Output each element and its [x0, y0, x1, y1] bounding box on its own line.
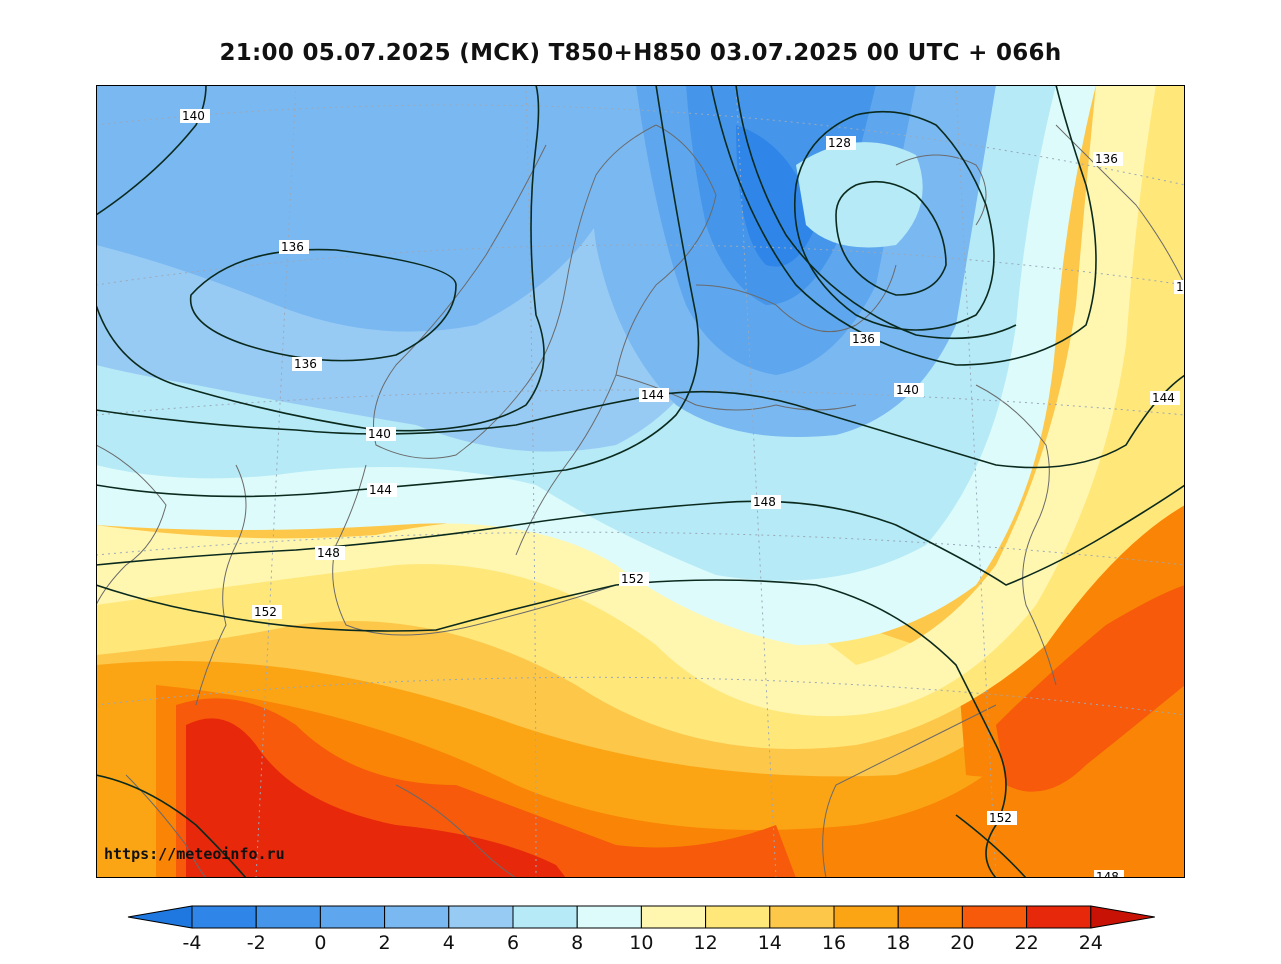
colorbar-tick-label: 8 — [571, 932, 583, 954]
contour-label-152: 152 — [621, 572, 644, 586]
label-bg — [1094, 870, 1124, 878]
temp-band-2-4-west — [96, 85, 656, 332]
colorbar-tick-label: 16 — [822, 932, 846, 954]
contour-label-140: 140 — [368, 427, 391, 441]
source-watermark: https://meteoinfo.ru — [104, 845, 285, 863]
colorbar-tick-label: 20 — [950, 932, 974, 954]
colorbar-segment — [640, 905, 707, 929]
temp-band-22-24 — [186, 718, 566, 878]
colorbar-tick-label: 6 — [507, 932, 519, 954]
label-bg — [367, 483, 397, 497]
contour-label-140: 140 — [182, 109, 205, 123]
label-bg — [1174, 280, 1185, 294]
contour-labels: 140 136 136 140 144 148 152 128 136 136 … — [180, 109, 1185, 878]
colorbar-segment — [255, 905, 321, 929]
colorbar-segment — [897, 905, 963, 929]
colorbar-segment — [705, 905, 771, 929]
contour-label-136: 136 — [1095, 152, 1118, 166]
colorbar-svg: -4 -2 0 2 4 6 8 10 12 14 16 18 20 22 24 — [127, 905, 1155, 954]
colorbar-segment — [769, 905, 835, 929]
label-bg — [1150, 391, 1180, 405]
label-bg — [850, 332, 880, 346]
contour-label-140: 140 — [896, 383, 919, 397]
label-bg — [619, 572, 649, 586]
colorbar-segment — [512, 905, 578, 929]
colorbar: -4 -2 0 2 4 6 8 10 12 14 16 18 20 22 24 — [0, 900, 1281, 960]
label-bg — [826, 136, 856, 150]
contour-label-148: 148 — [753, 495, 776, 509]
weather-map: 140 136 136 140 144 148 152 128 136 136 … — [96, 85, 1185, 878]
colorbar-tick-label: 2 — [379, 932, 391, 954]
colorbar-extend-high — [1090, 905, 1155, 929]
temp-band-east-20-22 — [996, 585, 1185, 792]
temp-band-low-centre — [796, 142, 923, 248]
map-title: 21:00 05.07.2025 (МСК) T850+H850 03.07.2… — [219, 40, 1062, 66]
contour-label-148: 148 — [317, 546, 340, 560]
label-bg — [751, 495, 781, 509]
coastlines — [96, 124, 1185, 878]
map-frame: 140 136 136 140 144 148 152 128 136 136 … — [96, 85, 1185, 878]
contour-label-148: 148 — [1096, 870, 1119, 878]
colorbar-tick-label: 4 — [443, 932, 455, 954]
temp-band-minus4-minus2 — [736, 125, 816, 267]
colorbar-tick-label: 10 — [629, 932, 653, 954]
contour-label-144: 144 — [1152, 391, 1175, 405]
label-bg — [366, 427, 396, 441]
contour-label-152: 152 — [989, 811, 1012, 825]
label-bg — [279, 240, 309, 254]
label-bg — [292, 357, 322, 371]
colorbar-extend-low — [127, 905, 193, 929]
colorbar-tick-label: -2 — [247, 932, 266, 954]
contour-label-136: 136 — [294, 357, 317, 371]
label-bg — [1093, 152, 1123, 166]
colorbar-segment — [319, 905, 386, 929]
contour-label-136: 136 — [281, 240, 304, 254]
temp-band-12-14 — [96, 85, 1185, 749]
temp-band-10-12 — [96, 85, 1156, 717]
label-bg — [180, 109, 210, 123]
colorbar-tick-label: 0 — [314, 932, 326, 954]
geopotential-contours — [96, 85, 1185, 878]
contour-label-128: 128 — [828, 136, 851, 150]
contour-label-1: 1 — [1176, 280, 1184, 294]
colorbar-tick-label: 14 — [758, 932, 782, 954]
graticule — [96, 85, 1185, 878]
colorbar-tick-label: 24 — [1079, 932, 1103, 954]
contour-label-144: 144 — [641, 388, 664, 402]
colorbar-tick-label: -4 — [183, 932, 202, 954]
colorbar-segment — [448, 905, 514, 929]
label-bg — [987, 811, 1017, 825]
label-bg — [639, 388, 669, 402]
label-bg — [315, 546, 345, 560]
colorbar-segment — [576, 905, 642, 929]
label-bg — [252, 605, 282, 619]
label-bg — [894, 383, 924, 397]
colorbar-segment — [1026, 905, 1092, 929]
colorbar-tick-label: 12 — [694, 932, 718, 954]
colorbar-tick-label: 22 — [1015, 932, 1039, 954]
contour-label-152: 152 — [254, 605, 277, 619]
map-border — [96, 85, 1185, 878]
colorbar-segment — [191, 905, 257, 929]
colorbar-segment — [833, 905, 899, 929]
colorbar-segment — [384, 905, 450, 929]
colorbar-segment — [961, 905, 1028, 929]
colorbar-tick-label: 18 — [886, 932, 910, 954]
contour-label-144: 144 — [369, 483, 392, 497]
contour-label-136: 136 — [852, 332, 875, 346]
